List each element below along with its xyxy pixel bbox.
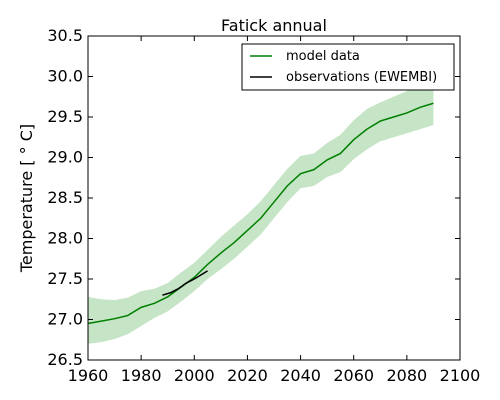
y-tick-label: 28.5 bbox=[47, 188, 83, 207]
x-tick-label: 2060 bbox=[333, 366, 374, 385]
observations-line bbox=[162, 270, 208, 296]
y-tick-label: 30.0 bbox=[47, 67, 83, 86]
x-tick-label: 2000 bbox=[174, 366, 215, 385]
model-data-line bbox=[87, 102, 434, 325]
legend-observations-label: observations (EWEMBI) bbox=[286, 70, 437, 85]
x-tick-label: 2020 bbox=[227, 366, 268, 385]
legend: model data observations (EWEMBI) bbox=[241, 43, 455, 91]
x-tick-label: 1980 bbox=[121, 366, 162, 385]
x-tick-label: 2040 bbox=[280, 366, 321, 385]
model-data-range-band bbox=[88, 76, 434, 344]
x-tick-label: 2080 bbox=[386, 366, 427, 385]
chart-title: Fatick annual bbox=[221, 16, 327, 35]
y-axis-title: Temperature [ ° C] bbox=[17, 124, 36, 273]
legend-model-label: model data bbox=[286, 49, 360, 64]
y-tick-label: 30.5 bbox=[47, 26, 83, 45]
y-tick-label: 27.0 bbox=[47, 310, 83, 329]
y-tick-label: 29.5 bbox=[47, 107, 83, 126]
y-tick-label: 26.5 bbox=[47, 350, 83, 369]
y-tick-label: 27.5 bbox=[47, 269, 83, 288]
plot-layer bbox=[87, 76, 434, 344]
x-tick-label: 2100 bbox=[440, 366, 481, 385]
axes-layer: 1960 1980 2000 2020 2040 2060 2080 2100 26.5 27.0… bbox=[47, 26, 480, 385]
y-tick-label: 28.0 bbox=[47, 229, 83, 248]
y-tick-label: 29.0 bbox=[47, 148, 83, 167]
x-tick-label: 1960 bbox=[68, 366, 109, 385]
legend-box bbox=[241, 43, 455, 91]
